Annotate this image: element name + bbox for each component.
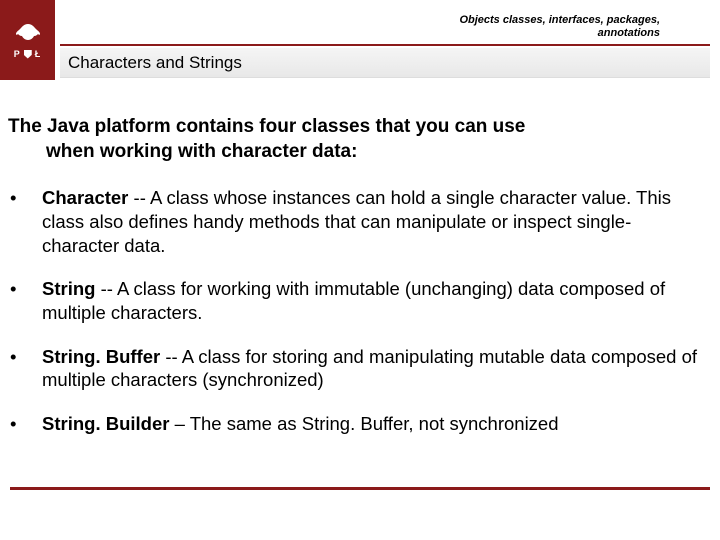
separator: -- xyxy=(128,187,150,208)
logo-letters: P Ł xyxy=(14,49,42,59)
logo-letter-right: Ł xyxy=(35,49,42,59)
bullet-body: String -- A class for working with immut… xyxy=(42,277,698,324)
list-item: • Character -- A class whose instances c… xyxy=(8,186,698,257)
class-desc: A class for working with immutable (unch… xyxy=(42,278,665,323)
separator: -- xyxy=(160,346,182,367)
university-logo: P Ł xyxy=(0,0,55,80)
header-rule xyxy=(60,44,710,46)
bullet-marker: • xyxy=(8,412,42,436)
bullet-body: String. Buffer -- A class for storing an… xyxy=(42,345,698,392)
list-item: • String. Buffer -- A class for storing … xyxy=(8,345,698,392)
slide-header: P Ł Objects classes, interfaces, package… xyxy=(0,0,720,85)
bullet-marker: • xyxy=(8,345,42,392)
class-name: String xyxy=(42,278,95,299)
eagle-icon xyxy=(14,21,42,43)
separator: – xyxy=(169,413,189,434)
class-name: String. Builder xyxy=(42,413,169,434)
separator: -- xyxy=(95,278,117,299)
intro-line1: The Java platform contains four classes … xyxy=(8,116,525,137)
bullet-body: Character -- A class whose instances can… xyxy=(42,186,698,257)
list-item: • String -- A class for working with imm… xyxy=(8,277,698,324)
bullet-list: • Character -- A class whose instances c… xyxy=(8,186,698,435)
footer-rule xyxy=(10,487,710,490)
breadcrumb-line2: annotations xyxy=(459,27,660,40)
bullet-marker: • xyxy=(8,277,42,324)
intro-line2: when working with character data: xyxy=(8,140,698,165)
class-name: Character xyxy=(42,187,128,208)
shield-icon xyxy=(24,50,32,59)
list-item: • String. Builder – The same as String. … xyxy=(8,412,698,436)
class-name: String. Buffer xyxy=(42,346,160,367)
slide-body: The Java platform contains four classes … xyxy=(0,85,720,466)
bullet-body: String. Builder – The same as String. Bu… xyxy=(42,412,698,436)
slide-title: Characters and Strings xyxy=(60,48,710,78)
breadcrumb: Objects classes, interfaces, packages, a… xyxy=(459,14,660,40)
bullet-marker: • xyxy=(8,186,42,257)
breadcrumb-line1: Objects classes, interfaces, packages, xyxy=(459,14,660,27)
logo-letter-left: P xyxy=(14,49,21,59)
intro-text: The Java platform contains four classes … xyxy=(8,115,698,164)
class-desc: The same as String. Buffer, not synchron… xyxy=(190,413,559,434)
